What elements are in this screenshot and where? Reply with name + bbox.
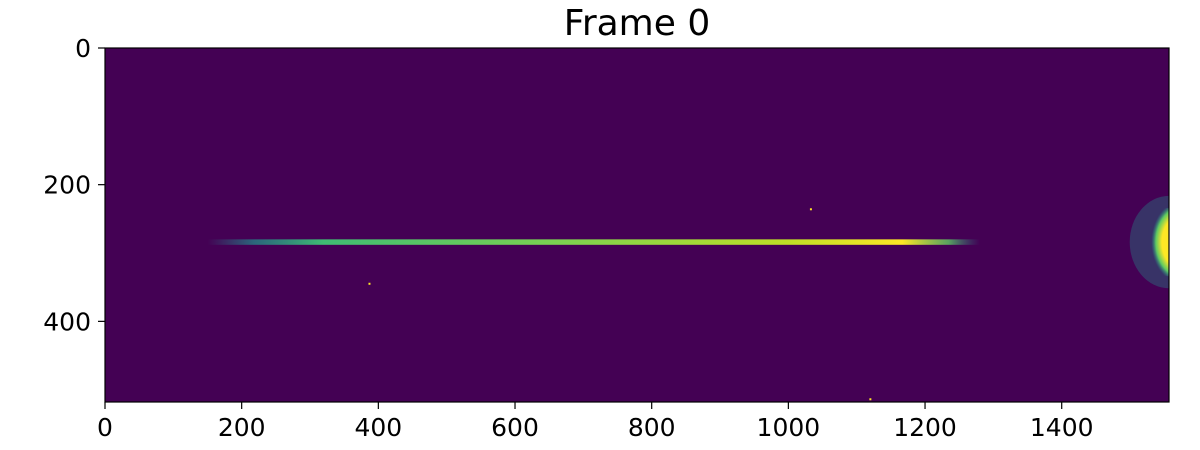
streak-feature — [207, 239, 980, 245]
x-tick-label: 600 — [491, 413, 539, 442]
heatmap-features — [207, 195, 1169, 401]
bright-blob-feature — [1143, 207, 1169, 277]
x-axis: 0 200 400 600 800 1000 1200 1400 — [97, 402, 1094, 442]
x-tick-label: 400 — [354, 413, 402, 442]
x-tick-label: 0 — [97, 413, 113, 442]
hot-pixel — [809, 208, 812, 211]
heatmap-image — [105, 48, 1169, 402]
hot-pixel — [869, 398, 872, 401]
x-tick-label: 1400 — [1030, 413, 1094, 442]
x-tick-label: 800 — [628, 413, 676, 442]
y-tick-label: 0 — [75, 34, 91, 63]
y-axis: 0 200 400 — [43, 34, 105, 336]
plot-frame — [104, 47, 1170, 403]
x-tick-label: 1000 — [757, 413, 821, 442]
y-tick-label: 200 — [43, 171, 91, 200]
y-tick-label: 400 — [43, 307, 91, 336]
chart-title: Frame 0 — [564, 3, 711, 44]
hot-pixel — [368, 282, 371, 285]
x-tick-label: 1200 — [893, 413, 957, 442]
x-tick-label: 200 — [218, 413, 266, 442]
